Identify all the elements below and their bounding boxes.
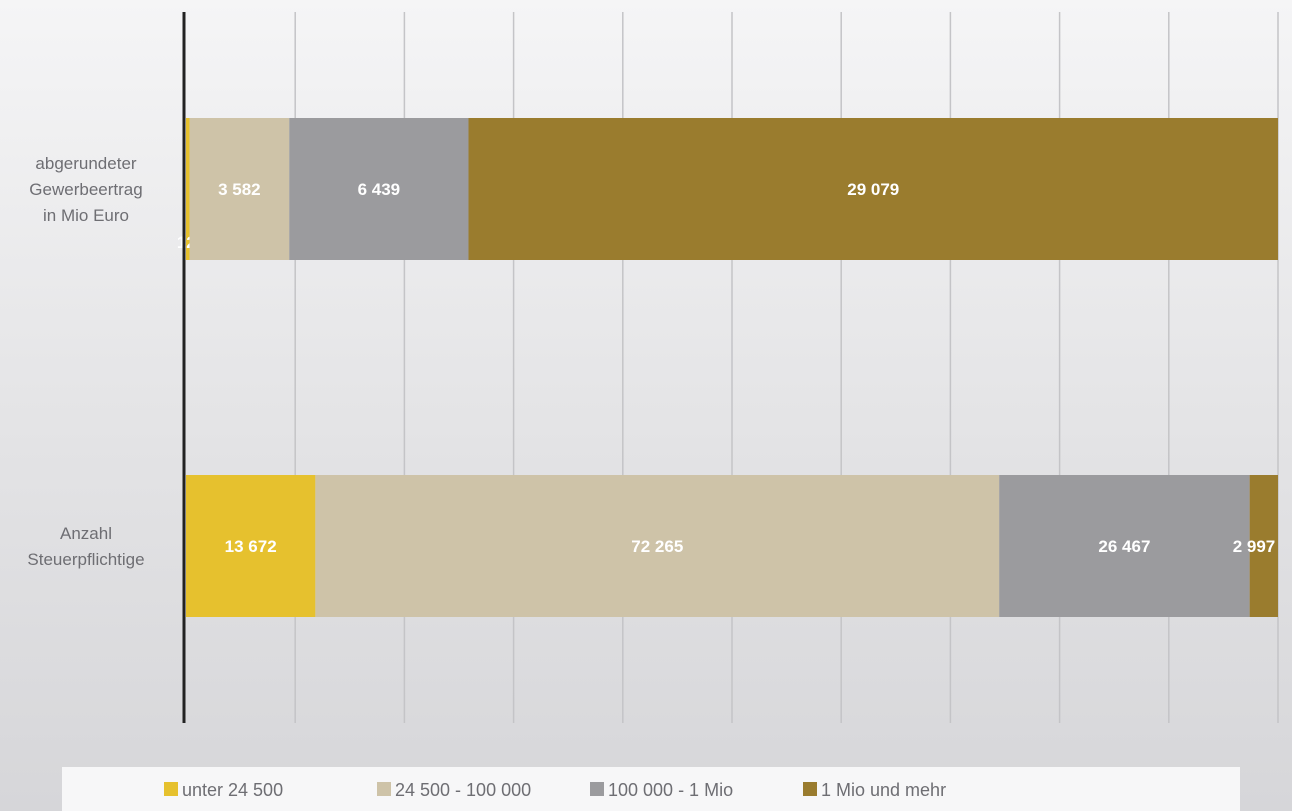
data-label: 2 997 (1233, 537, 1276, 556)
data-label: 3 582 (218, 180, 261, 199)
category-label: abgerundeter (35, 154, 136, 173)
category-label: in Mio Euro (43, 206, 129, 225)
legend-swatch (590, 782, 604, 796)
bar-segment (186, 118, 190, 260)
data-label: 72 265 (631, 537, 683, 556)
category-label: Anzahl (60, 524, 112, 543)
bar-segment (468, 118, 1278, 260)
legend: unter 24 500 24 500 - 100 000 100 000 - 1 … (62, 767, 1240, 811)
data-label: 26 467 (1098, 537, 1150, 556)
category-labels: abgerundeter Gewerbeertrag in Mio Euro Anza… (27, 154, 144, 569)
legend-swatch (803, 782, 817, 796)
bar-segment (999, 475, 1250, 617)
legend-box (62, 767, 1240, 811)
category-label: Gewerbeertrag (29, 180, 142, 199)
legend-label: 100 000 - 1 Mio (608, 780, 733, 800)
category-label: Steuerpflichtige (27, 550, 144, 569)
legend-swatch (164, 782, 178, 796)
bar-segment (289, 118, 469, 260)
bar-segment (1249, 475, 1278, 617)
legend-label: 1 Mio und mehr (821, 780, 946, 800)
data-label: 6 439 (358, 180, 401, 199)
bar-segment (315, 475, 1000, 617)
data-label: 13 672 (225, 537, 277, 556)
legend-label: 24 500 - 100 000 (395, 780, 531, 800)
bar-segment (186, 475, 316, 617)
legend-label: unter 24 500 (182, 780, 283, 800)
bar-segment (189, 118, 290, 260)
legend-swatch (377, 782, 391, 796)
data-label: 29 079 (847, 180, 899, 199)
